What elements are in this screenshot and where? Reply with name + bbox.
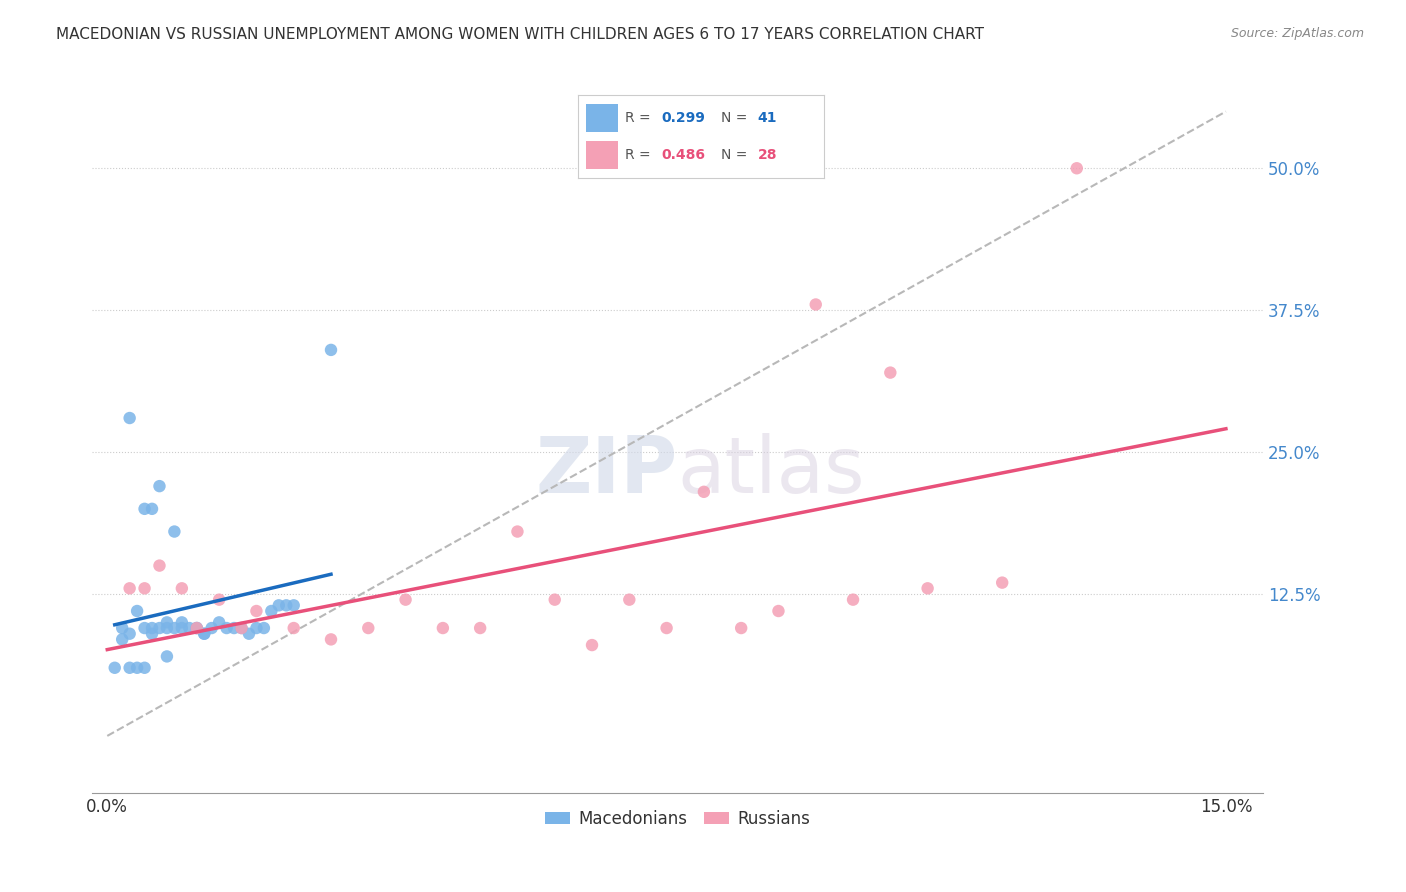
Point (141, 501, 163, 516)
Point (231, 621, 253, 635)
Point (156, 621, 179, 635)
Point (163, 621, 186, 635)
Point (201, 621, 224, 635)
Point (319, 632, 342, 647)
Point (179, 621, 201, 635)
Point (134, 661, 156, 675)
Point (163, 524, 186, 539)
Point (394, 592, 416, 607)
Point (231, 621, 253, 635)
Point (283, 621, 305, 635)
Point (141, 621, 163, 635)
Point (267, 599, 290, 613)
Point (118, 626, 141, 640)
Point (156, 615, 179, 630)
Point (134, 621, 156, 635)
Point (127, 661, 149, 675)
Text: MACEDONIAN VS RUSSIAN UNEMPLOYMENT AMONG WOMEN WITH CHILDREN AGES 6 TO 17 YEARS : MACEDONIAN VS RUSSIAN UNEMPLOYMENT AMONG… (56, 27, 984, 42)
Point (186, 621, 208, 635)
Point (655, 621, 678, 635)
Point (357, 621, 380, 635)
Point (544, 592, 567, 607)
Point (319, 343, 342, 357)
Point (118, 411, 141, 425)
Point (245, 604, 267, 618)
Point (134, 501, 156, 516)
Point (208, 615, 231, 630)
Point (1066, 161, 1088, 176)
Point (186, 621, 208, 635)
Point (111, 621, 134, 635)
Point (506, 524, 529, 539)
Point (432, 621, 454, 635)
Point (693, 484, 716, 499)
Point (208, 592, 231, 607)
Point (170, 582, 193, 596)
Point (276, 599, 298, 613)
Point (238, 626, 260, 640)
Point (156, 649, 179, 664)
Text: ZIP: ZIP (536, 433, 678, 508)
Point (283, 599, 305, 613)
Point (104, 661, 127, 675)
Text: atlas: atlas (678, 433, 865, 508)
Point (581, 638, 603, 652)
Point (170, 621, 193, 635)
Point (470, 621, 492, 635)
Point (193, 626, 215, 640)
Point (260, 604, 283, 618)
Point (193, 626, 215, 640)
Point (730, 621, 752, 635)
Point (111, 632, 134, 647)
Text: Source: ZipAtlas.com: Source: ZipAtlas.com (1230, 27, 1364, 40)
Point (222, 621, 245, 635)
Point (170, 615, 193, 630)
Point (917, 582, 939, 596)
Point (127, 604, 149, 618)
Point (148, 558, 170, 573)
Point (186, 621, 208, 635)
Point (141, 626, 163, 640)
Point (619, 592, 641, 607)
Legend: Macedonians, Russians: Macedonians, Russians (538, 803, 817, 834)
Point (118, 661, 141, 675)
Point (804, 297, 827, 311)
Point (879, 366, 901, 380)
Point (991, 575, 1014, 590)
Point (842, 592, 865, 607)
Point (118, 582, 141, 596)
Point (768, 604, 790, 618)
Point (215, 621, 238, 635)
Point (245, 621, 267, 635)
Point (253, 621, 276, 635)
Point (148, 479, 170, 493)
Point (148, 621, 170, 635)
Point (134, 582, 156, 596)
